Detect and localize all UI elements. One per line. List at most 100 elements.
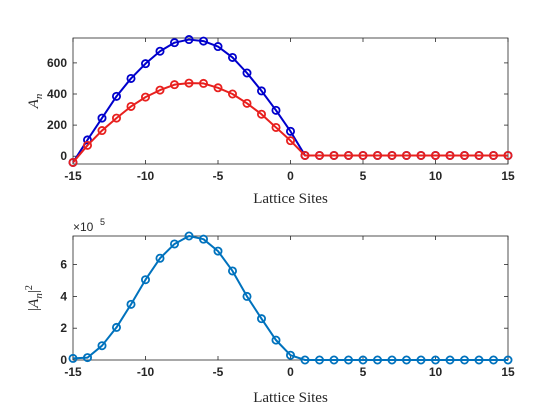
- data-point: [416, 355, 426, 365]
- data-point: [358, 150, 368, 160]
- series-1: [68, 231, 513, 365]
- y-tick-label: 200: [47, 118, 67, 132]
- data-point: [256, 86, 266, 96]
- x-axis-label: Lattice Sites: [253, 191, 328, 207]
- x-tick-label: -10: [137, 169, 155, 183]
- data-point: [169, 38, 179, 48]
- data-point: [459, 355, 469, 365]
- data-point: [155, 85, 165, 95]
- data-point: [155, 253, 165, 263]
- data-point: [83, 353, 93, 363]
- data-point: [503, 150, 513, 160]
- data-point: [155, 46, 165, 56]
- series-line: [72, 82, 508, 164]
- y-exponent-value: 5: [100, 217, 105, 227]
- y-tick-label: 0: [60, 149, 67, 163]
- data-point: [97, 126, 107, 136]
- data-point: [112, 91, 122, 101]
- data-point: [372, 355, 382, 365]
- data-point: [445, 150, 455, 160]
- x-tick-label: -15: [64, 365, 82, 379]
- data-point: [213, 246, 223, 256]
- data-point: [97, 341, 107, 351]
- data-point: [343, 150, 353, 160]
- data-point: [285, 136, 295, 146]
- data-point: [213, 42, 223, 52]
- y-axis-label: An: [26, 93, 45, 109]
- y-tick-label: 6: [60, 258, 67, 272]
- data-point: [314, 355, 324, 365]
- data-point: [488, 150, 498, 160]
- data-point: [213, 83, 223, 93]
- data-point: [112, 113, 122, 123]
- data-point: [126, 101, 136, 111]
- data-point: [474, 150, 484, 160]
- y-exponent-label: ×10: [73, 220, 94, 234]
- data-point: [329, 355, 339, 365]
- data-point: [198, 78, 208, 88]
- x-tick-label: 15: [501, 365, 515, 379]
- y-tick-label: 400: [47, 87, 67, 101]
- data-point: [227, 52, 237, 62]
- data-point: [256, 109, 266, 119]
- data-point: [387, 355, 397, 365]
- data-point: [271, 105, 281, 115]
- chart-1: -15 -10 -5 0 5 10 15 0 200 400 600 Lattice Sites An: [26, 35, 515, 207]
- x-axis-label: Lattice Sites: [253, 390, 328, 406]
- data-point: [271, 122, 281, 132]
- data-point: [184, 231, 194, 241]
- chart-2: -15 -10 -5 0 5 10 15 0 2 4 6 Lattice Sites |An|2 ×10 5: [24, 217, 515, 406]
- data-point: [169, 239, 179, 249]
- data-point: [271, 335, 281, 345]
- data-point: [227, 266, 237, 276]
- y-axis-label: |An|2: [24, 285, 45, 311]
- data-point: [140, 59, 150, 69]
- data-point: [387, 150, 397, 160]
- data-point: [488, 355, 498, 365]
- data-point: [140, 92, 150, 102]
- data-point: [343, 355, 353, 365]
- series-line: [72, 235, 508, 361]
- x-tick-label: 10: [429, 365, 443, 379]
- x-tick-label: 0: [287, 169, 294, 183]
- data-point: [358, 355, 368, 365]
- x-tick-label: -5: [213, 365, 224, 379]
- data-point: [430, 150, 440, 160]
- series-2: [68, 78, 513, 167]
- data-point: [140, 275, 150, 285]
- data-point: [401, 355, 411, 365]
- y-tick-label: 4: [60, 289, 67, 303]
- y-tick-label: 2: [60, 321, 67, 335]
- data-point: [445, 355, 455, 365]
- data-point: [285, 126, 295, 136]
- data-point: [329, 150, 339, 160]
- plot-area-frame: [72, 235, 509, 361]
- data-point: [68, 353, 78, 363]
- x-tick-label: 5: [360, 169, 367, 183]
- data-point: [242, 68, 252, 78]
- data-point: [169, 80, 179, 90]
- data-point: [314, 150, 324, 160]
- data-point: [401, 150, 411, 160]
- data-point: [112, 322, 122, 332]
- y-tick-label: 600: [47, 56, 67, 70]
- data-point: [83, 135, 93, 145]
- data-point: [126, 73, 136, 83]
- data-point: [184, 78, 194, 88]
- x-tick-label: 5: [360, 365, 367, 379]
- data-point: [459, 150, 469, 160]
- data-point: [126, 299, 136, 309]
- y-tick-label: 0: [60, 353, 67, 367]
- data-point: [416, 150, 426, 160]
- x-tick-label: -10: [137, 365, 155, 379]
- data-point: [198, 36, 208, 46]
- data-point: [242, 98, 252, 108]
- series-1: [68, 35, 513, 167]
- data-point: [256, 314, 266, 324]
- x-tick-label: 15: [501, 169, 515, 183]
- x-tick-label: 0: [287, 365, 294, 379]
- data-point: [184, 35, 194, 45]
- data-point: [285, 350, 295, 360]
- data-point: [198, 234, 208, 244]
